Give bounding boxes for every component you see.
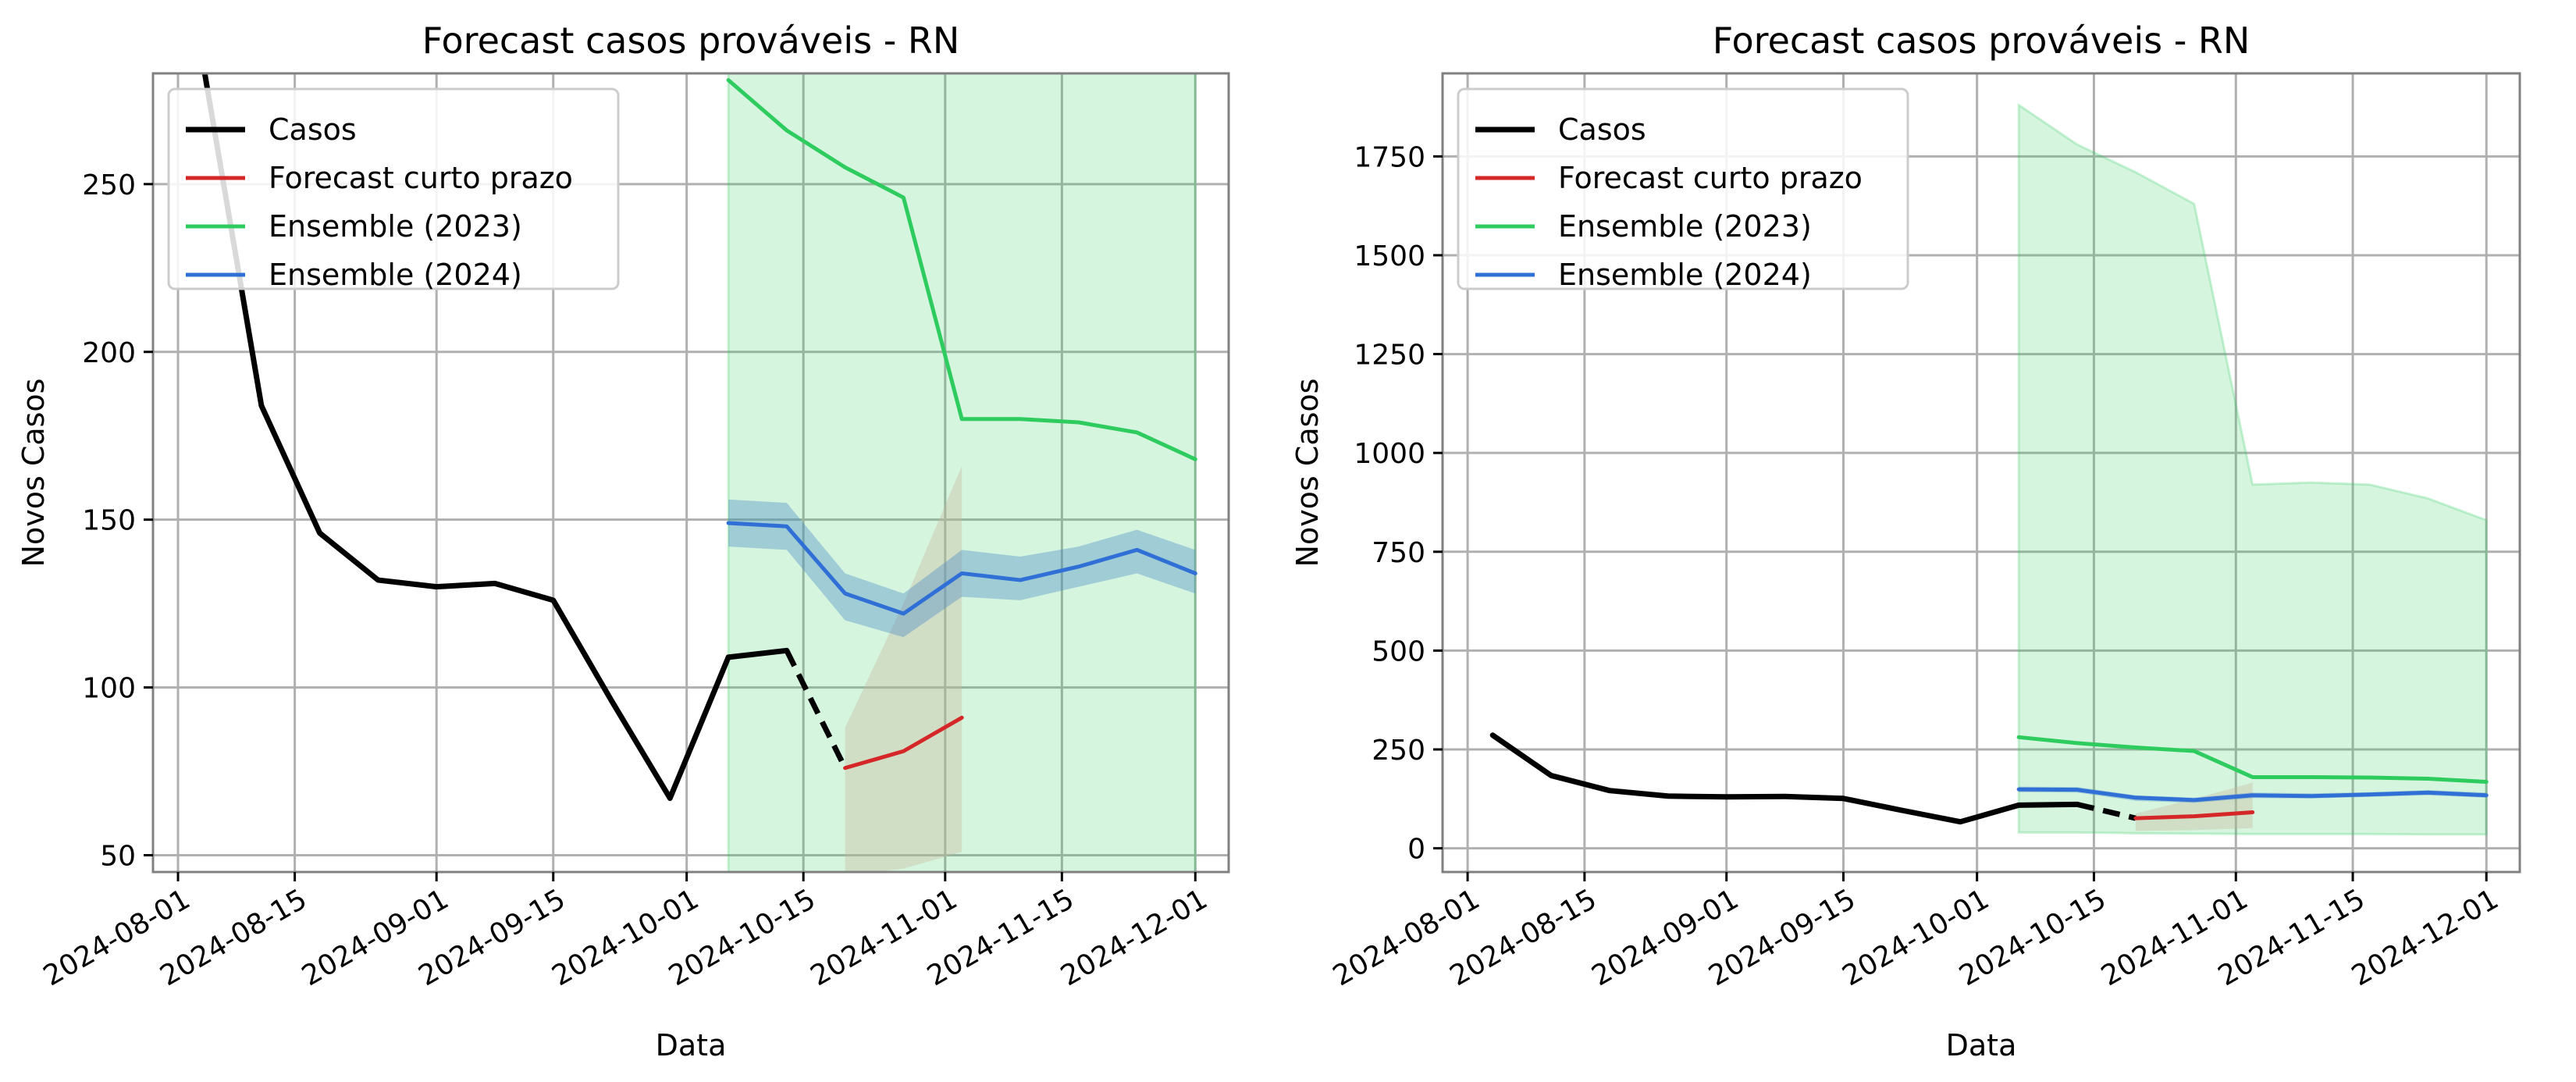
- y-tick-label: 1000: [1354, 438, 1425, 470]
- legend: Casos Forecast curto prazo Ensemble (2023)…: [1457, 87, 1909, 292]
- series-line: [2076, 801, 2137, 821]
- legend-box: [1457, 87, 1909, 290]
- series-line: [726, 521, 1197, 616]
- chart-title: Forecast casos prováveis - RN: [422, 20, 960, 62]
- y-tick-label: 100: [82, 673, 136, 705]
- chart-title: Forecast casos prováveis - RN: [1713, 20, 2250, 62]
- y-tick-label: 200: [82, 337, 136, 369]
- legend-label: Forecast curto prazo: [1558, 161, 1863, 195]
- series-line: [1489, 732, 2080, 825]
- y-tick-label: 50: [100, 841, 136, 873]
- legend-label: Forecast curto prazo: [269, 161, 573, 195]
- y-tick-label: 1750: [1354, 141, 1425, 173]
- legend: Casos Forecast curto prazo Ensemble (2023)…: [167, 87, 620, 292]
- series-line: [2016, 735, 2489, 785]
- confidence-band: [728, 499, 1196, 638]
- y-tick-label: 250: [1372, 735, 1425, 767]
- legend-label: Casos: [1558, 112, 1646, 147]
- series-line: [726, 78, 1197, 461]
- axes-frame: [1441, 72, 2521, 874]
- legend-label: Ensemble (2023): [1558, 209, 1812, 244]
- confidence-band: [845, 465, 962, 872]
- series-line: [843, 715, 964, 771]
- series-line: [201, 73, 790, 801]
- legend-label: Casos: [269, 112, 357, 147]
- legend-box: [167, 87, 620, 290]
- x-axis-label: Data: [1946, 1028, 2017, 1062]
- legend-label: Ensemble (2024): [1558, 258, 1812, 292]
- series-line: [2133, 810, 2255, 820]
- legend-label: Ensemble (2024): [269, 258, 522, 292]
- y-tick-label: 500: [1372, 635, 1425, 667]
- y-tick-label: 1250: [1354, 340, 1425, 372]
- y-axis-label: Novos Casos: [1290, 379, 1325, 568]
- series-line: [784, 649, 848, 770]
- y-tick-label: 1500: [1354, 240, 1425, 272]
- y-tick-label: 0: [1407, 834, 1425, 866]
- confidence-band: [2017, 102, 2488, 836]
- series-line: [2016, 787, 2489, 803]
- y-axis-label: Novos Casos: [16, 379, 51, 568]
- y-tick-label: 150: [82, 505, 136, 537]
- plot-area: [1489, 102, 2489, 836]
- confidence-band: [727, 73, 1197, 872]
- y-tick-label: 750: [1372, 537, 1425, 569]
- axes-frame: [151, 72, 1230, 874]
- legend-label: Ensemble (2023): [269, 209, 522, 244]
- x-axis-label: Data: [656, 1028, 727, 1062]
- y-tick-label: 250: [82, 169, 136, 201]
- plot-area: [201, 73, 1197, 872]
